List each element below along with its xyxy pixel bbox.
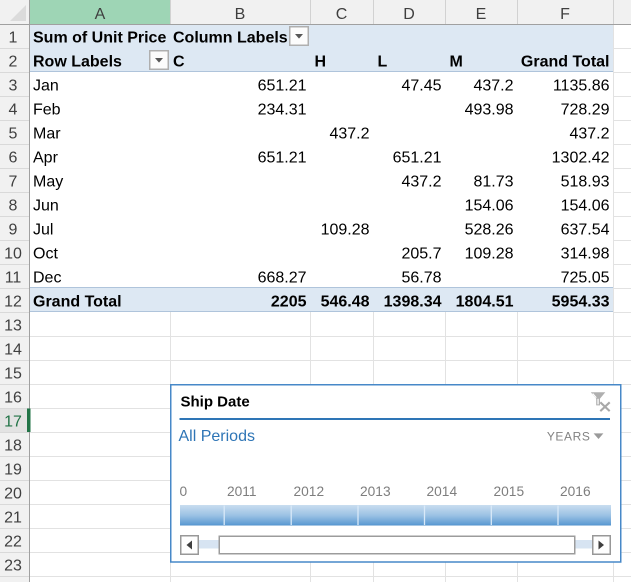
- svg-text:M: M: [450, 54, 463, 71]
- svg-text:16: 16: [4, 390, 22, 407]
- svg-text:1398.34: 1398.34: [384, 294, 442, 311]
- svg-text:2015: 2015: [494, 484, 525, 499]
- svg-text:C: C: [336, 6, 348, 23]
- svg-text:Mar: Mar: [33, 126, 61, 143]
- svg-text:B: B: [235, 6, 246, 23]
- svg-text:21: 21: [4, 510, 22, 527]
- svg-text:4: 4: [9, 102, 18, 119]
- svg-text:81.73: 81.73: [473, 174, 513, 191]
- svg-text:437.2: 437.2: [329, 126, 369, 143]
- svg-text:D: D: [403, 6, 415, 23]
- svg-text:C: C: [173, 54, 185, 71]
- svg-text:H: H: [315, 54, 327, 71]
- svg-text:1302.42: 1302.42: [552, 150, 610, 167]
- svg-text:11: 11: [5, 270, 22, 287]
- svg-text:Jul: Jul: [33, 222, 53, 239]
- svg-text:437.2: 437.2: [401, 174, 441, 191]
- svg-text:728.29: 728.29: [561, 102, 610, 119]
- svg-text:1135.86: 1135.86: [553, 78, 610, 95]
- svg-text:May: May: [33, 174, 63, 191]
- svg-text:5954.33: 5954.33: [552, 294, 610, 311]
- svg-text:437.2: 437.2: [473, 78, 513, 95]
- svg-text:A: A: [95, 6, 106, 23]
- svg-text:2011: 2011: [227, 484, 257, 499]
- svg-text:2: 2: [9, 54, 18, 71]
- svg-text:14: 14: [4, 342, 22, 359]
- svg-text:234.31: 234.31: [258, 102, 307, 119]
- svg-text:109.28: 109.28: [321, 222, 370, 239]
- svg-text:2012: 2012: [294, 484, 325, 499]
- svg-text:Feb: Feb: [33, 102, 61, 119]
- svg-text:2013: 2013: [360, 484, 391, 499]
- svg-text:10: 10: [4, 246, 22, 263]
- svg-text:Sum of Unit Price: Sum of Unit Price: [33, 30, 166, 47]
- svg-text:1804.51: 1804.51: [456, 294, 514, 311]
- svg-text:15: 15: [4, 366, 22, 383]
- svg-text:651.21: 651.21: [393, 150, 442, 167]
- svg-text:546.48: 546.48: [321, 294, 370, 311]
- svg-text:Jun: Jun: [33, 198, 59, 215]
- svg-text:E: E: [476, 6, 487, 23]
- svg-text:Ship Date: Ship Date: [181, 394, 250, 411]
- svg-text:5: 5: [9, 126, 18, 143]
- svg-text:17: 17: [4, 414, 22, 431]
- svg-text:651.21: 651.21: [258, 150, 307, 167]
- svg-text:23: 23: [4, 558, 22, 575]
- svg-text:YEARS: YEARS: [547, 430, 591, 444]
- svg-text:154.06: 154.06: [561, 198, 610, 215]
- svg-text:Column Labels: Column Labels: [173, 30, 288, 47]
- svg-text:1: 1: [9, 30, 18, 47]
- svg-text:Grand Total: Grand Total: [521, 54, 610, 71]
- svg-text:2205: 2205: [271, 294, 307, 311]
- svg-text:Oct: Oct: [33, 246, 58, 263]
- svg-text:L: L: [378, 54, 388, 71]
- svg-text:493.98: 493.98: [465, 102, 514, 119]
- svg-text:9: 9: [9, 222, 18, 239]
- svg-text:F: F: [560, 6, 570, 23]
- svg-text:3: 3: [9, 78, 18, 95]
- svg-text:20: 20: [4, 486, 22, 503]
- svg-text:Apr: Apr: [33, 150, 59, 167]
- svg-text:725.05: 725.05: [561, 270, 610, 287]
- svg-text:Dec: Dec: [33, 270, 61, 287]
- svg-text:2016: 2016: [560, 484, 591, 499]
- svg-text:528.26: 528.26: [465, 222, 514, 239]
- svg-text:0: 0: [180, 484, 188, 499]
- svg-text:109.28: 109.28: [465, 246, 514, 263]
- svg-text:668.27: 668.27: [258, 270, 307, 287]
- svg-text:19: 19: [4, 462, 22, 479]
- svg-text:651.21: 651.21: [258, 78, 307, 95]
- svg-text:205.7: 205.7: [401, 246, 441, 263]
- svg-text:6: 6: [9, 150, 18, 167]
- svg-text:518.93: 518.93: [561, 174, 610, 191]
- svg-text:Jan: Jan: [33, 78, 59, 95]
- svg-text:314.98: 314.98: [561, 246, 610, 263]
- svg-text:437.2: 437.2: [569, 126, 609, 143]
- svg-text:Grand Total: Grand Total: [33, 294, 122, 311]
- svg-text:Row Labels: Row Labels: [33, 54, 122, 71]
- svg-text:7: 7: [9, 174, 18, 191]
- svg-text:56.78: 56.78: [401, 270, 441, 287]
- svg-text:12: 12: [4, 294, 22, 311]
- svg-text:8: 8: [9, 198, 18, 215]
- svg-text:18: 18: [4, 438, 22, 455]
- svg-text:22: 22: [4, 534, 22, 551]
- svg-text:47.45: 47.45: [401, 78, 441, 95]
- svg-text:637.54: 637.54: [561, 222, 610, 239]
- svg-text:154.06: 154.06: [465, 198, 514, 215]
- svg-text:All Periods: All Periods: [179, 428, 255, 445]
- svg-text:13: 13: [4, 318, 22, 335]
- svg-text:2014: 2014: [427, 484, 458, 499]
